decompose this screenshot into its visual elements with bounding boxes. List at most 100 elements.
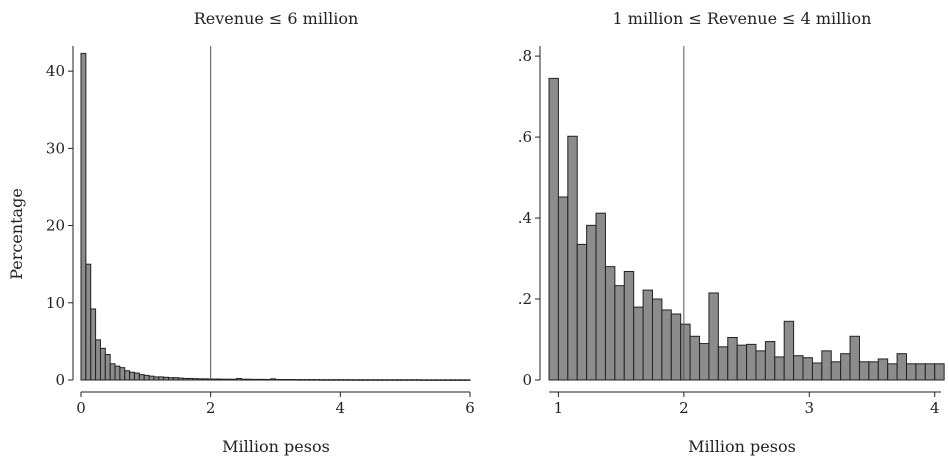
histogram-bar bbox=[352, 379, 359, 381]
histogram-bar bbox=[328, 379, 335, 381]
histogram-bar bbox=[129, 371, 135, 381]
y-tick-label: .2 bbox=[518, 290, 532, 308]
histogram-bar bbox=[420, 379, 427, 381]
histogram-bar bbox=[197, 378, 204, 381]
histogram-bar bbox=[163, 376, 170, 381]
histogram-bar bbox=[849, 335, 860, 381]
x-axis-label: Million pesos bbox=[688, 437, 796, 456]
y-tick-label: 40 bbox=[46, 62, 65, 80]
histogram-bar bbox=[260, 378, 267, 381]
x-tick-label: 0 bbox=[76, 399, 86, 417]
histogram-bar bbox=[347, 379, 354, 381]
histogram-bar bbox=[143, 374, 150, 381]
histogram-bar bbox=[459, 379, 466, 381]
histogram-bar bbox=[265, 378, 272, 381]
x-tick-label: 2 bbox=[679, 399, 689, 417]
y-axis-label: Percentage bbox=[7, 188, 26, 280]
histogram-bar bbox=[148, 375, 155, 381]
histogram-bar bbox=[114, 365, 121, 381]
x-ticks: 1 2 3 4 bbox=[554, 392, 940, 417]
histogram-bar bbox=[401, 379, 408, 381]
histogram-bar bbox=[333, 379, 340, 381]
histogram-bar bbox=[211, 378, 218, 381]
histogram-bar bbox=[445, 379, 452, 381]
histogram-bar bbox=[381, 379, 388, 381]
histogram-bar bbox=[934, 363, 945, 381]
histogram-bar bbox=[99, 347, 106, 381]
histogram-bar bbox=[793, 355, 804, 381]
histogram-bar bbox=[689, 335, 701, 381]
histogram-bar bbox=[642, 289, 653, 381]
histogram-bar bbox=[80, 52, 87, 381]
histogram-bar bbox=[318, 379, 325, 381]
histogram-bar bbox=[633, 306, 644, 381]
histogram-bar bbox=[906, 363, 917, 381]
histogram-bar bbox=[187, 377, 194, 381]
histogram-bar bbox=[416, 379, 422, 381]
histogram-bar bbox=[430, 379, 437, 381]
histogram-bar bbox=[289, 379, 296, 381]
histogram-bar bbox=[226, 378, 233, 381]
histogram-bar bbox=[435, 379, 442, 381]
histogram-bar bbox=[299, 379, 306, 381]
histogram-bar bbox=[372, 379, 379, 381]
histogram-bar bbox=[727, 336, 738, 381]
histogram-bar bbox=[172, 377, 179, 381]
histogram-bar bbox=[158, 376, 165, 381]
histogram-bar bbox=[840, 353, 851, 381]
histogram-bar bbox=[245, 378, 252, 381]
histogram-bar bbox=[192, 378, 199, 381]
histogram-bar bbox=[557, 196, 569, 381]
histogram-bar bbox=[216, 378, 223, 381]
x-tick-label: 6 bbox=[465, 399, 475, 417]
histogram-bar bbox=[802, 357, 813, 381]
histogram-bar bbox=[877, 358, 889, 381]
histogram-bar bbox=[357, 379, 364, 381]
histogram-bar bbox=[231, 378, 238, 381]
x-ticks: 0 2 4 6 bbox=[76, 392, 475, 417]
histogram-bar bbox=[708, 292, 719, 381]
histogram-bar bbox=[309, 379, 315, 381]
histogram-bar bbox=[604, 266, 616, 381]
histogram-bar bbox=[343, 379, 349, 381]
histogram-bar bbox=[124, 370, 131, 381]
chart-title: 1 million ≤ Revenue ≤ 4 million bbox=[613, 9, 872, 28]
histogram-bar bbox=[450, 379, 456, 381]
histogram-bar bbox=[736, 344, 748, 381]
histogram-panel-right: 1 million ≤ Revenue ≤ 4 million Million … bbox=[518, 9, 945, 456]
histogram-bar bbox=[133, 372, 140, 381]
histogram-bar bbox=[104, 354, 111, 381]
y-tick-label: 20 bbox=[46, 217, 65, 235]
histogram-bar bbox=[858, 361, 870, 381]
histogram-bar bbox=[182, 377, 189, 381]
histogram-bar bbox=[595, 212, 606, 381]
histogram-bar bbox=[614, 285, 625, 381]
y-tick-label: .8 bbox=[518, 47, 532, 65]
histogram-bar bbox=[746, 343, 757, 381]
histogram-bar bbox=[236, 377, 242, 381]
histogram-bar bbox=[887, 363, 898, 381]
y-tick-label: .6 bbox=[518, 128, 532, 146]
histogram-bar bbox=[206, 378, 213, 381]
histogram-bar bbox=[221, 378, 228, 381]
x-tick-label: 1 bbox=[554, 399, 564, 417]
histogram-bar bbox=[313, 379, 320, 381]
histogram-bar bbox=[284, 379, 291, 381]
x-tick-label: 4 bbox=[930, 399, 940, 417]
histogram-bar bbox=[699, 343, 710, 381]
histogram-bar bbox=[255, 378, 262, 381]
histogram-bar bbox=[651, 298, 663, 381]
histogram-bar bbox=[868, 361, 879, 381]
histogram-bar bbox=[717, 346, 729, 381]
x-axis-label: Million pesos bbox=[222, 437, 330, 456]
histogram-bar bbox=[464, 379, 471, 381]
histogram-bar bbox=[377, 379, 383, 381]
histogram-bar bbox=[586, 224, 597, 381]
y-tick-label: 0 bbox=[55, 371, 65, 389]
histogram-bar bbox=[567, 135, 578, 381]
histogram-bar bbox=[250, 378, 257, 381]
histogram-bar bbox=[85, 263, 92, 381]
histogram-bar bbox=[294, 379, 301, 381]
histogram-bar bbox=[240, 378, 247, 381]
histogram-bar bbox=[270, 378, 277, 381]
